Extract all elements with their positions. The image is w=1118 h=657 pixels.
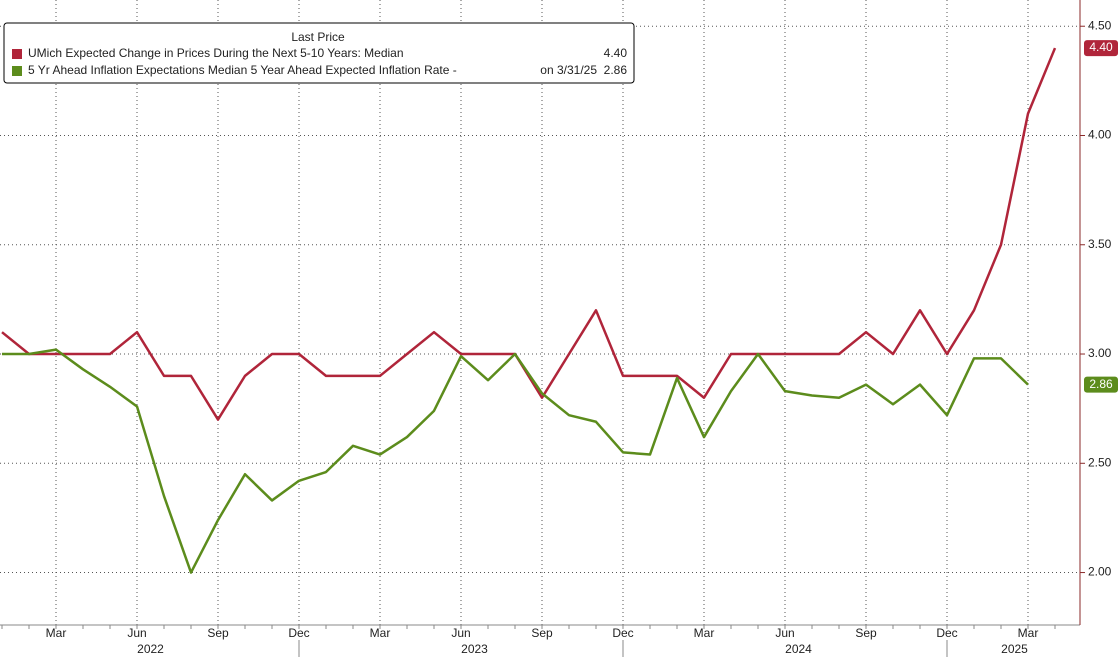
legend: Last Price UMich Expected Change in Pric… [3, 22, 635, 84]
legend-label: 5 Yr Ahead Inflation Expectations Median… [28, 63, 457, 77]
x-tick-label: Dec [612, 626, 633, 640]
x-tick-label: Jun [127, 626, 146, 640]
x-tick-label: Mar [46, 626, 67, 640]
year-label: 2022 [137, 642, 164, 656]
y-tick-label: 4.00 [1088, 128, 1112, 142]
legend-title: Last Price [291, 30, 345, 44]
legend-swatch [12, 49, 22, 59]
y-tick-label: 2.00 [1088, 565, 1112, 579]
year-label: 2025 [1001, 642, 1028, 656]
x-tick-label: Sep [207, 626, 229, 640]
series-line [2, 348, 1029, 574]
legend-swatch [12, 66, 22, 76]
legend-value: 2.86 [604, 63, 628, 77]
x-tick-label: Dec [288, 626, 309, 640]
y-tick-label: 3.50 [1088, 237, 1112, 251]
year-label: 2023 [461, 642, 488, 656]
y-tick-label: 3.00 [1088, 346, 1112, 360]
x-tick-label: Jun [775, 626, 794, 640]
x-tick-label: Mar [370, 626, 391, 640]
last-price-badge [1084, 376, 1118, 393]
x-tick-label: Sep [855, 626, 877, 640]
legend-note: on 3/31/25 [540, 63, 597, 77]
legend-box [3, 22, 635, 84]
year-label: 2024 [785, 642, 812, 656]
x-tick-label: Dec [936, 626, 957, 640]
x-tick-label: Mar [694, 626, 715, 640]
x-tick-label: Jun [451, 626, 470, 640]
x-tick-label: Mar [1018, 626, 1039, 640]
legend-label: UMich Expected Change in Prices During t… [28, 46, 404, 60]
last-price-badge-label: 2.86 [1089, 377, 1113, 391]
last-price-badge [1084, 40, 1118, 57]
series-line [1, 47, 1057, 421]
y-tick-label: 2.50 [1088, 455, 1112, 469]
last-price-badge-label: 4.40 [1089, 40, 1113, 54]
x-tick-label: Sep [531, 626, 553, 640]
lines [1, 47, 1057, 574]
legend-value: 4.40 [604, 46, 628, 60]
y-tick-label: 4.50 [1088, 18, 1112, 32]
